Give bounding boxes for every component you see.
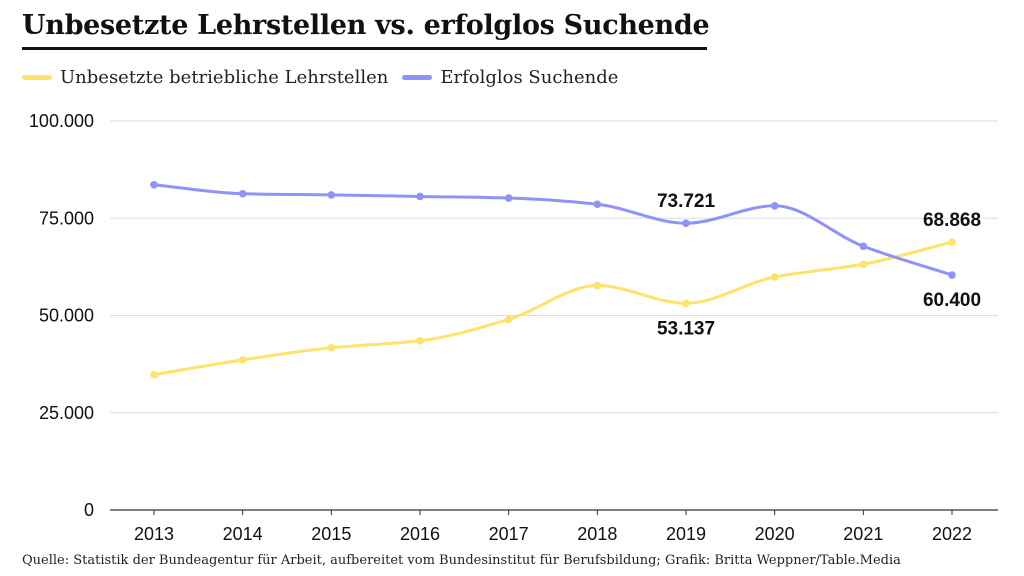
data-point-lehrstellen bbox=[327, 343, 336, 352]
data-point-lehrstellen bbox=[416, 336, 424, 345]
data-point-suchende bbox=[150, 180, 158, 189]
legend-label-suchende: Erfolglos Suchende bbox=[440, 66, 619, 88]
data-point-suchende bbox=[948, 271, 956, 279]
legend-item-lehrstellen: Unbesetzte betriebliche Lehrstellen bbox=[22, 67, 388, 88]
y-tick-label: 50.000 bbox=[39, 306, 94, 326]
x-tick-label: 2022 bbox=[932, 524, 972, 544]
data-point-suchende bbox=[416, 192, 424, 201]
series-line-suchende bbox=[152, 183, 954, 277]
chart-legend: Unbesetzte betriebliche Lehrstellen Erfo… bbox=[22, 64, 632, 90]
title-underline bbox=[22, 47, 707, 50]
y-tick-label: 75.000 bbox=[39, 208, 94, 228]
data-point-suchende bbox=[327, 191, 336, 199]
x-tick-label: 2016 bbox=[400, 524, 440, 544]
data-point-lehrstellen bbox=[150, 370, 158, 379]
x-tick-label: 2018 bbox=[577, 524, 617, 544]
data-point-lehrstellen bbox=[504, 315, 513, 324]
x-tick-label: 2020 bbox=[755, 524, 795, 544]
data-point-lehrstellen bbox=[682, 299, 690, 308]
data-point-lehrstellen bbox=[770, 273, 779, 281]
legend-item-suchende: Erfolglos Suchende bbox=[402, 67, 618, 88]
x-tick-label: 2021 bbox=[843, 524, 883, 544]
data-point-suchende bbox=[770, 202, 779, 210]
legend-swatch-suchende bbox=[402, 74, 433, 80]
data-label: 53.137 bbox=[657, 318, 715, 339]
data-point-suchende bbox=[593, 200, 602, 209]
x-tick-label: 2015 bbox=[311, 524, 351, 544]
data-label: 68.868 bbox=[923, 210, 981, 231]
data-point-suchende bbox=[504, 194, 513, 202]
y-tick-label: 25.000 bbox=[39, 403, 94, 423]
y-tick-label: 100.000 bbox=[29, 111, 94, 131]
data-point-lehrstellen bbox=[948, 238, 956, 246]
data-point-suchende bbox=[859, 242, 868, 251]
source-note: Quelle: Statistik der Bundeagentur für A… bbox=[22, 553, 901, 568]
series-line-lehrstellen bbox=[152, 240, 954, 377]
data-point-suchende bbox=[238, 189, 247, 198]
data-label: 73.721 bbox=[657, 191, 716, 212]
data-point-suchende bbox=[682, 219, 690, 228]
chart-title: Unbesetzte Lehrstellen vs. erfolglos Suc… bbox=[22, 10, 710, 41]
y-tick-label: 0 bbox=[84, 500, 94, 520]
data-point-lehrstellen bbox=[859, 260, 868, 268]
data-point-lehrstellen bbox=[593, 281, 602, 290]
legend-swatch-lehrstellen bbox=[22, 74, 52, 80]
x-tick-label: 2019 bbox=[666, 524, 706, 544]
data-point-lehrstellen bbox=[238, 356, 247, 364]
x-tick-label: 2013 bbox=[134, 524, 174, 544]
x-tick-label: 2017 bbox=[489, 524, 529, 544]
data-label: 60.400 bbox=[923, 290, 981, 311]
x-tick-label: 2014 bbox=[223, 524, 263, 544]
legend-label-lehrstellen: Unbesetzte betriebliche Lehrstellen bbox=[60, 66, 389, 88]
